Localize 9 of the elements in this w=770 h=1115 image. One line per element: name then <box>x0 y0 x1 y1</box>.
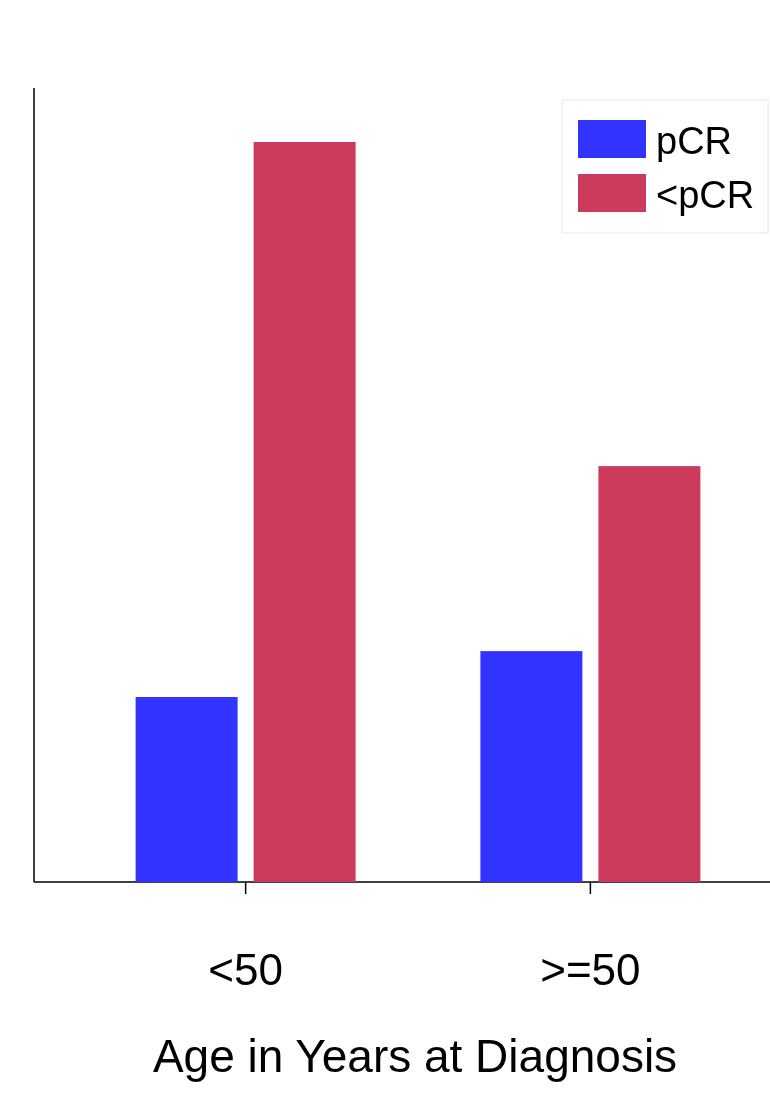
x-tick-label: <50 <box>208 945 283 994</box>
x-tick-label: >=50 <box>540 945 641 994</box>
x-axis-title: Age in Years at Diagnosis <box>152 1030 678 1082</box>
bar <box>253 142 356 882</box>
bar <box>480 651 583 882</box>
bar <box>135 697 238 882</box>
bar <box>598 466 701 882</box>
legend-label: pCR <box>656 120 733 162</box>
legend-label: <pCR <box>656 174 755 216</box>
